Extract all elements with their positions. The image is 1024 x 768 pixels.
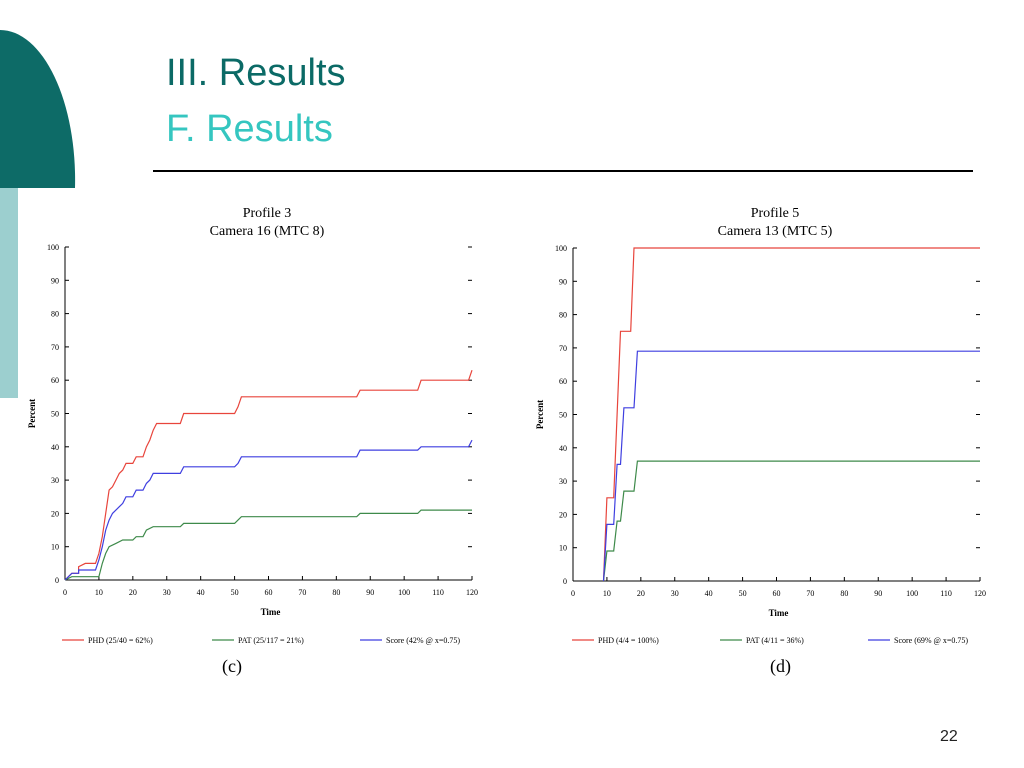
legend-label: PHD (4/4 = 100%) [598, 636, 659, 645]
chart-profile-5: Profile 5 Camera 13 (MTC 5) 0 10 20 30 40 50 60 7… [535, 206, 986, 645]
decor-light-block [0, 188, 18, 398]
y-tick-label: 30 [51, 476, 59, 485]
series-line-0 [64, 370, 473, 581]
x-tick-label: 80 [332, 588, 340, 597]
x-tick-label: 100 [906, 589, 918, 598]
y-tick-label: 20 [51, 509, 59, 518]
x-tick-label: 120 [466, 588, 478, 597]
series-line-2 [64, 439, 473, 581]
y-tick-label: 10 [559, 544, 567, 553]
y-tick-label: 100 [555, 244, 567, 253]
legend-label: PHD (25/40 = 62%) [88, 636, 153, 645]
x-tick-label: 10 [95, 588, 103, 597]
x-tick-label: 90 [874, 589, 882, 598]
y-tick-label: 30 [559, 477, 567, 486]
y-tick-label: 60 [559, 377, 567, 386]
y-tick-label: 90 [51, 276, 59, 285]
series-line-1 [602, 460, 980, 582]
legend-label: PAT (25/117 = 21%) [238, 636, 304, 645]
legend-label: PAT (4/11 = 36%) [746, 636, 804, 645]
chart-subtitle: Camera 13 (MTC 5) [718, 224, 833, 239]
x-tick-label: 90 [366, 588, 374, 597]
title-divider [153, 170, 973, 172]
chart-profile-3: Profile 3 Camera 16 (MTC 8) 0 10 20 30 40 50 60 7… [27, 206, 478, 645]
chart-title: Profile 3 [243, 206, 292, 221]
y-axis-label: Percent [27, 399, 37, 428]
x-tick-label: 30 [163, 588, 171, 597]
x-tick-label: 40 [705, 589, 713, 598]
x-tick-label: 70 [806, 589, 814, 598]
x-tick-label: 0 [63, 588, 67, 597]
y-tick-label: 0 [55, 576, 59, 585]
y-tick-label: 0 [563, 577, 567, 586]
series-line-1 [64, 509, 472, 581]
page-number: 22 [940, 728, 958, 745]
y-tick-label: 70 [51, 343, 59, 352]
y-tick-label: 80 [559, 311, 567, 320]
y-tick-label: 50 [51, 410, 59, 419]
y-tick-label: 70 [559, 344, 567, 353]
series-line-2 [602, 350, 980, 582]
y-tick-label: 60 [51, 376, 59, 385]
chart-title: Profile 5 [751, 206, 800, 221]
x-tick-label: 20 [129, 588, 137, 597]
x-tick-label: 100 [398, 588, 410, 597]
x-tick-label: 0 [571, 589, 575, 598]
x-tick-label: 50 [739, 589, 747, 598]
y-tick-label: 50 [559, 411, 567, 420]
slide-title: III. Results [166, 52, 346, 94]
y-tick-label: 20 [559, 510, 567, 519]
series-line-0 [602, 247, 980, 582]
slide-subtitle: F. Results [166, 108, 333, 150]
y-tick-label: 90 [559, 277, 567, 286]
y-tick-label: 10 [51, 543, 59, 552]
x-tick-label: 60 [773, 589, 781, 598]
y-tick-label: 100 [47, 243, 59, 252]
x-tick-label: 120 [974, 589, 986, 598]
x-tick-label: 30 [671, 589, 679, 598]
legend-label: Score (42% @ x=0.75) [386, 636, 460, 645]
x-tick-label: 70 [298, 588, 306, 597]
x-tick-label: 80 [840, 589, 848, 598]
chart-c-caption: (c) [222, 656, 242, 676]
chart-d-caption: (d) [770, 656, 791, 676]
decor-dark-shape [0, 29, 76, 331]
y-tick-label: 40 [51, 443, 59, 452]
x-tick-label: 60 [265, 588, 273, 597]
x-tick-label: 50 [231, 588, 239, 597]
chart-subtitle: Camera 16 (MTC 8) [210, 224, 325, 239]
x-axis-label: Time [769, 608, 789, 618]
x-axis-label: Time [261, 607, 281, 617]
x-tick-label: 10 [603, 589, 611, 598]
x-tick-label: 110 [432, 588, 444, 597]
legend-label: Score (69% @ x=0.75) [894, 636, 968, 645]
y-tick-label: 80 [51, 310, 59, 319]
x-tick-label: 110 [940, 589, 952, 598]
y-tick-label: 40 [559, 444, 567, 453]
x-tick-label: 40 [197, 588, 205, 597]
x-tick-label: 20 [637, 589, 645, 598]
y-axis-label: Percent [535, 400, 545, 429]
